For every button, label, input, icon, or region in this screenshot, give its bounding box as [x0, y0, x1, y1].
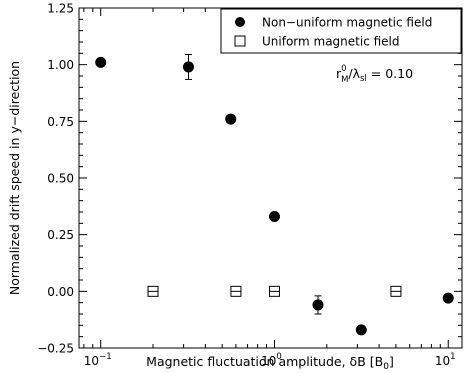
plot-frame — [78, 7, 463, 349]
legend: Non−uniform magnetic field Uniform magne… — [220, 8, 462, 54]
x-tick-label-base: 10 — [261, 354, 276, 368]
x-tick-label: 100 — [261, 352, 282, 368]
y-tick-label: 0.50 — [47, 172, 74, 186]
ratio-r-sub: M — [341, 75, 348, 85]
y-tick-label: 0.00 — [47, 285, 74, 299]
ratio-lambda-sub: sl — [360, 74, 367, 84]
x-tick-label-base: 10 — [84, 354, 99, 368]
x-tick-label-exponent: −1 — [99, 352, 112, 362]
nonuniform-data-point — [182, 61, 194, 73]
x-tick-label-base: 10 — [435, 354, 450, 368]
y-tick-label: 1.25 — [47, 2, 74, 16]
x-axis-label-close: ] — [389, 354, 394, 369]
x-axis-label-main: Magnetic fluctuation amplitude, δB [B — [146, 354, 383, 369]
legend-marker-nonuniform — [235, 17, 245, 27]
ticks-layer — [79, 7, 462, 349]
ratio-value: = 0.10 — [367, 66, 413, 81]
ratio-lambda: /λ — [348, 66, 360, 81]
nonuniform-data-point — [442, 292, 454, 304]
y-tick-label: −0.25 — [37, 342, 74, 356]
x-tick-label: 10−1 — [84, 352, 112, 368]
nonuniform-data-point — [95, 56, 107, 68]
x-axis-label: Magnetic fluctuation amplitude, δB [B0] — [146, 354, 394, 372]
x-tick-label-exponent: 1 — [450, 352, 455, 362]
ratio-r-sup: 0 — [341, 64, 346, 74]
nonuniform-data-point — [355, 324, 367, 336]
x-tick-label-exponent: 0 — [276, 352, 281, 362]
legend-label-nonuniform: Non−uniform magnetic field — [262, 16, 432, 30]
y-axis-label: Normalized drift speed in y−direction — [7, 61, 22, 295]
y-tick-label: 0.75 — [47, 115, 74, 129]
x-tick-label: 101 — [435, 352, 456, 368]
legend-label-uniform: Uniform magnetic field — [262, 35, 400, 49]
ratio-r: r — [336, 66, 342, 81]
legend-marker-uniform — [234, 35, 246, 47]
x-axis-label-subscript: 0 — [383, 362, 389, 372]
legend-box — [220, 8, 462, 54]
y-tick-label: 0.25 — [47, 228, 74, 242]
nonuniform-data-point — [225, 113, 237, 125]
ratio-annotation: r0 M/λsl = 0.10 — [336, 64, 413, 85]
nonuniform-data-point — [268, 211, 280, 223]
y-tick-label: 1.00 — [47, 58, 74, 72]
nonuniform-data-point — [312, 299, 324, 311]
marks-layer — [95, 53, 454, 336]
